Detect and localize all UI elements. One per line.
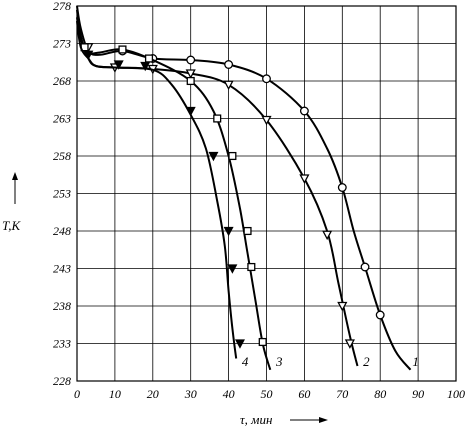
series-3-point	[144, 54, 154, 63]
y-tick-label: 233	[53, 337, 71, 351]
series-4-point	[113, 60, 124, 70]
y-tick-label: 278	[53, 0, 71, 13]
y-axis-label: T,K	[2, 218, 22, 233]
series-2-point	[337, 301, 348, 312]
x-tick-label: 100	[447, 387, 465, 401]
series-3-point	[247, 262, 256, 272]
x-tick-label: 80	[374, 387, 386, 401]
series-1: 1	[76, 5, 419, 371]
series-4-point	[208, 151, 219, 162]
series-label-2: 2	[363, 354, 370, 369]
x-tick-label: 30	[184, 387, 197, 401]
y-tick-label: 273	[53, 37, 71, 51]
y-tick-label: 228	[53, 374, 71, 388]
series-3-point	[118, 45, 127, 54]
x-tick-label: 70	[336, 387, 348, 401]
x-tick-label: 20	[147, 387, 159, 401]
series-1-point	[360, 262, 370, 272]
y-tick-labels: 228 233 238 243 248 253 258 263 268 273 278	[53, 0, 71, 388]
series-1-point	[337, 183, 347, 192]
series-4-point	[227, 264, 238, 274]
series-label-3: 3	[275, 354, 283, 369]
series-2-point	[223, 80, 234, 91]
series-4-point	[234, 339, 245, 349]
series-4-point	[223, 226, 234, 237]
series-label-1: 1	[412, 354, 419, 369]
y-axis-label-group: T,K	[2, 172, 22, 233]
series-2-point	[261, 115, 272, 126]
y-tick-label: 268	[53, 74, 71, 88]
series-layer: 1 2 3 4	[76, 5, 419, 371]
series-1-point	[375, 310, 385, 320]
series-line-1	[76, 5, 412, 371]
series-1-point	[262, 74, 271, 84]
series-3-point	[228, 151, 237, 161]
y-tick-label: 253	[53, 187, 71, 201]
x-tick-labels: 0 10 20 30 40 50 60 70 80 90 100	[74, 387, 465, 401]
x-axis-label-group: τ, мин	[240, 412, 328, 427]
series-1-point	[186, 55, 196, 65]
y-tick-label: 258	[53, 149, 71, 163]
x-tick-label: 90	[412, 387, 424, 401]
x-axis-label: τ, мин	[240, 412, 272, 427]
series-4: 4	[76, 20, 249, 369]
series-3-point	[258, 337, 267, 347]
series-3-point	[213, 114, 222, 123]
x-tick-label: 0	[74, 387, 80, 401]
series-2-point	[344, 339, 355, 349]
x-tick-label: 50	[261, 387, 273, 401]
series-2-point	[185, 69, 196, 79]
x-tick-label: 60	[298, 387, 310, 401]
series-4-point	[83, 50, 94, 61]
series-4-point	[140, 61, 151, 72]
y-tick-label: 248	[53, 224, 71, 238]
grid	[77, 6, 456, 381]
series-1-point	[299, 106, 309, 116]
y-tick-label: 243	[53, 262, 71, 276]
x-tick-label: 10	[109, 387, 121, 401]
y-axis-arrow-head	[12, 172, 18, 180]
series-line-4	[76, 20, 238, 359]
x-tick-label: 40	[223, 387, 235, 401]
series-1-point	[224, 60, 234, 69]
series-2-point	[322, 230, 333, 241]
series-2-point	[299, 174, 310, 184]
series-4-point	[185, 106, 196, 117]
y-tick-label: 263	[53, 112, 71, 126]
plot-frame	[76, 5, 457, 382]
series-label-4: 4	[242, 354, 249, 369]
y-tick-label: 238	[53, 299, 71, 313]
x-axis-arrow-head	[319, 417, 328, 423]
series-3-point	[243, 226, 252, 236]
series-3-point	[186, 76, 195, 86]
